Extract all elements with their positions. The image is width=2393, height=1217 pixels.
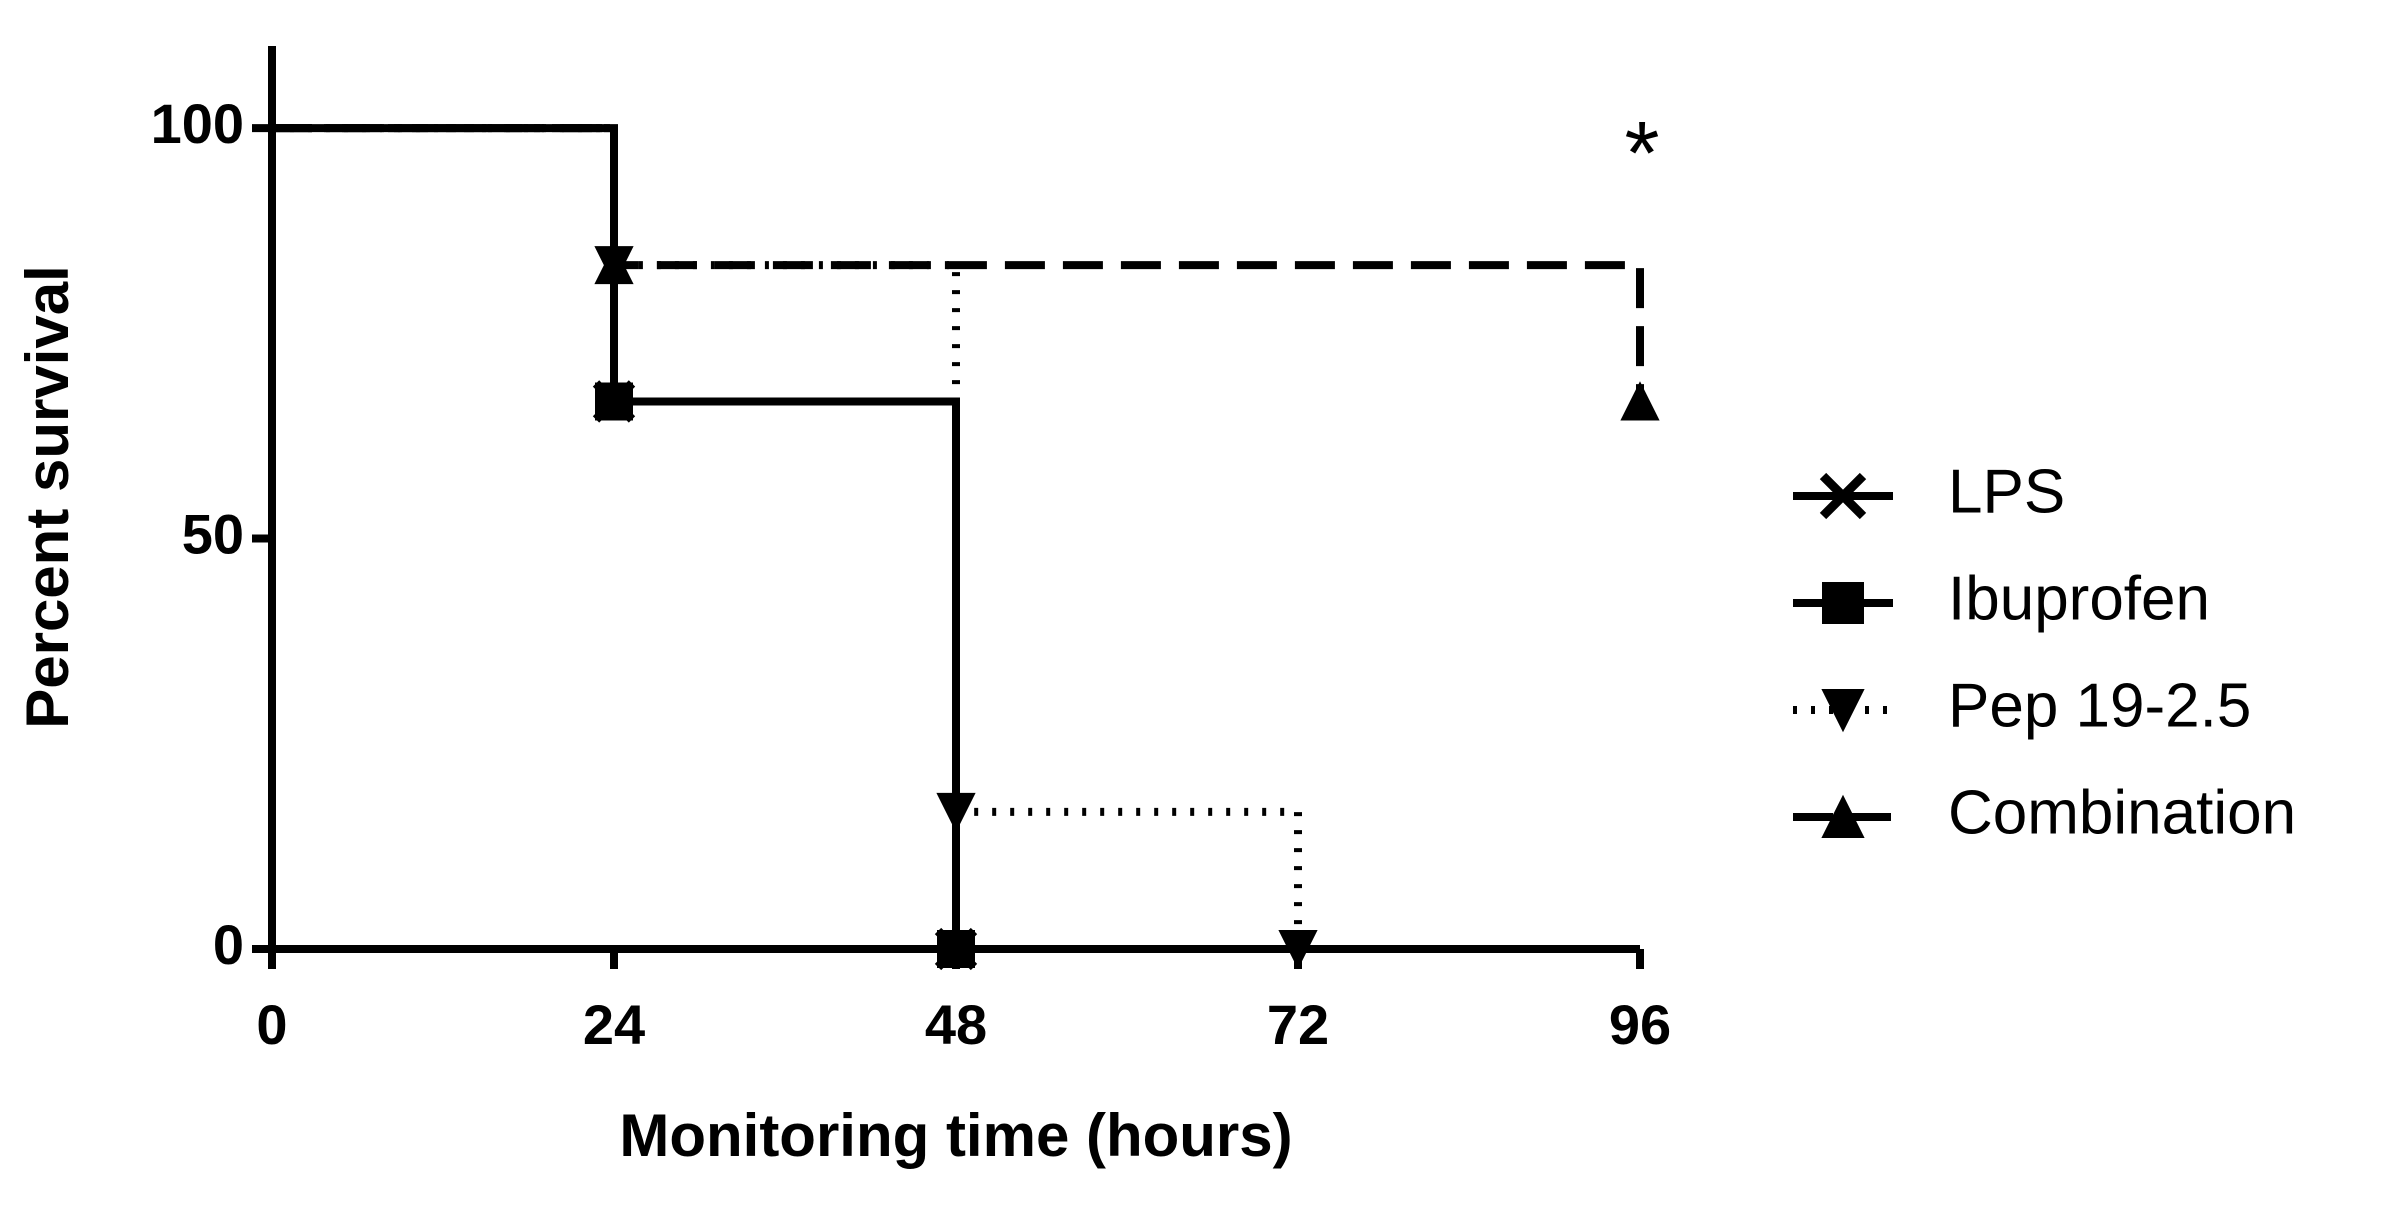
survival-line [272,124,1644,402]
y-tick-label: 0 [213,913,244,976]
y-tick-label: 100 [151,92,244,155]
legend-label: Pep 19-2.5 [1948,671,2251,740]
survival-marker [1278,930,1318,970]
x-tick-label: 72 [1267,993,1329,1056]
legend-label: Combination [1948,778,2296,847]
y-tick-label: 50 [182,502,244,565]
x-tick-label: 0 [256,993,287,1056]
x-tick-label: 96 [1609,993,1671,1056]
legend-marker [1822,582,1864,624]
survival-line [272,124,1302,949]
x-axis-title: Monitoring time (hours) [619,1102,1292,1169]
legend-label: Ibuprofen [1948,564,2210,633]
x-tick-label: 24 [583,993,645,1056]
legend-label: LPS [1948,457,2065,526]
y-axis-title: Percent survival [14,265,81,729]
legend-marker [1821,689,1865,733]
survival-marker [595,382,633,421]
survival-marker [594,244,634,285]
legend-marker [1821,794,1865,838]
x-tick-label: 48 [925,993,987,1056]
survival-marker [937,930,975,968]
legend-marker [1819,472,1867,520]
survival-marker [936,792,976,833]
survival-marker [1620,381,1660,421]
significance-annotation: * [1624,104,1659,204]
